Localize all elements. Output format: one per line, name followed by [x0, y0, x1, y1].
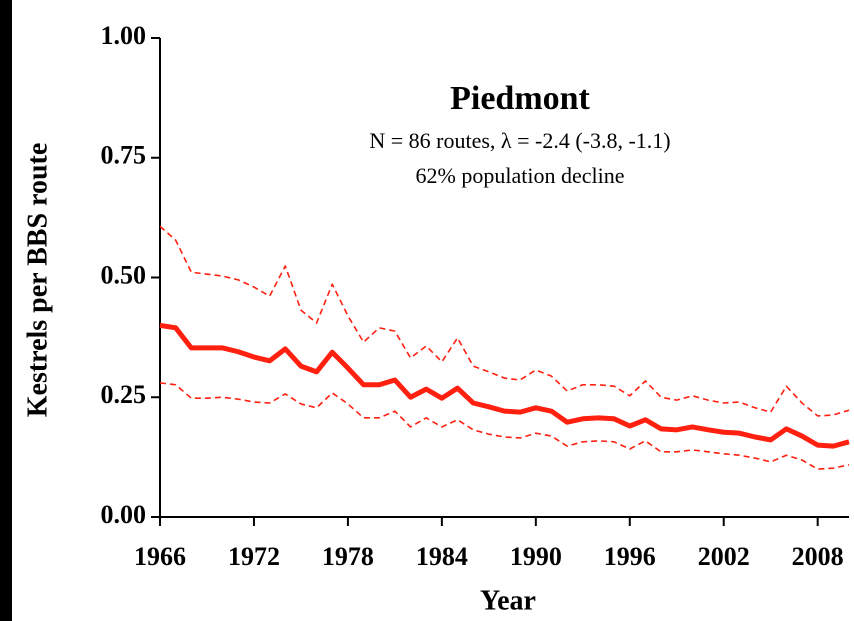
- y-tick-label: 0.25: [101, 380, 147, 409]
- x-tick-label: 2002: [698, 542, 750, 571]
- annotation: 62% population decline: [416, 163, 625, 188]
- x-tick-label: 1972: [228, 542, 280, 571]
- x-tick-label: 1966: [134, 542, 186, 571]
- x-tick-label: 1984: [416, 542, 468, 571]
- y-axis-label: Kestrels per BBS route: [22, 143, 53, 418]
- y-tick-label: 1.00: [101, 21, 147, 50]
- x-tick-label: 2008: [792, 542, 844, 571]
- ci-line: [159, 225, 850, 417]
- frame-edge: [0, 0, 12, 621]
- chart-title: Piedmont: [450, 80, 590, 117]
- x-axis-label: Year: [480, 585, 536, 616]
- x-tick-label: 1978: [322, 542, 374, 571]
- y-tick-label: 0.00: [101, 500, 147, 529]
- ci-line: [159, 382, 850, 470]
- trend-line: [159, 322, 850, 449]
- x-tick-label: 1990: [510, 542, 562, 571]
- subtitle: N = 86 routes, λ = -2.4 (-3.8, -1.1): [369, 128, 670, 153]
- x-tick-label: 1996: [604, 542, 656, 571]
- y-tick-label: 0.50: [101, 260, 147, 289]
- y-tick-label: 0.75: [101, 141, 147, 170]
